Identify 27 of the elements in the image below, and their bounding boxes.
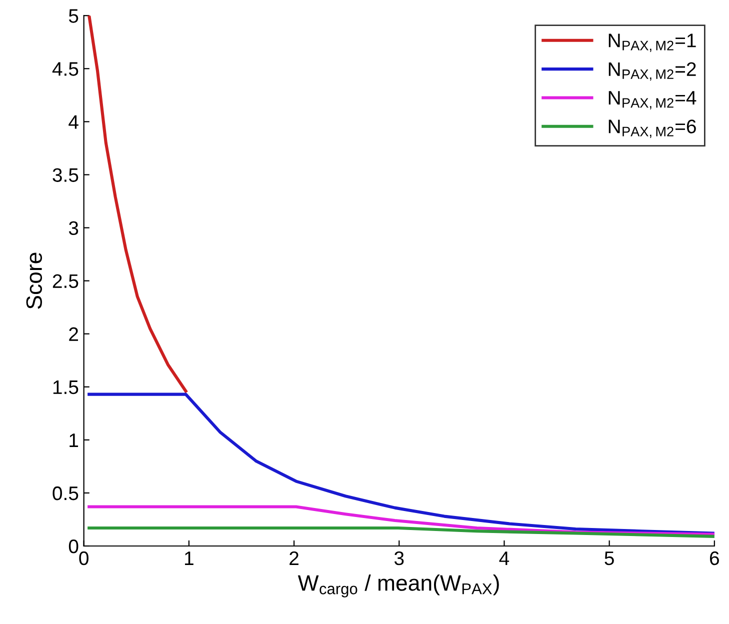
y-tick-label: 3.5 (52, 168, 78, 182)
y-tick-label: 1.5 (53, 380, 78, 394)
y-tick-label: 0.5 (52, 486, 78, 500)
x-axis-title: W$_{cargo}$ / mean(W$_{PAX}$) (298, 574, 499, 598)
y-tick-label: 3 (68, 221, 78, 235)
y-tick-label: 4 (68, 115, 78, 129)
legend-label: N$_{PAX,M2}$=6 (608, 120, 696, 138)
legend-label: N$_{PAX,M2}$=2 (608, 62, 696, 81)
legend-label: N$_{PAX,M2}$=1 (608, 34, 696, 52)
line-series (88, 526, 714, 538)
y-axis-title: Score (26, 252, 42, 309)
line-series (88, 392, 714, 535)
x-tick-label: 2 (290, 551, 298, 565)
line-series (88, 16, 188, 393)
y-tick-label: 0 (68, 539, 78, 554)
x-tick-label: 4 (499, 552, 510, 565)
x-tick-label: 0 (79, 551, 88, 566)
y-tick-label: 2.5 (52, 274, 78, 288)
y-tick-label: 4.5 (52, 62, 78, 76)
y-tick-label: 2 (69, 327, 78, 341)
x-tick-label: 6 (710, 551, 719, 566)
x-tick-label: 3 (394, 551, 404, 566)
x-tick-label: 5 (604, 552, 614, 566)
legend-label: N$_{PAX,M2}$=4 (608, 91, 696, 110)
y-tick-label: 5 (68, 9, 78, 23)
y-tick-label: 1 (70, 434, 78, 447)
x-tick-label: 1 (185, 552, 194, 565)
